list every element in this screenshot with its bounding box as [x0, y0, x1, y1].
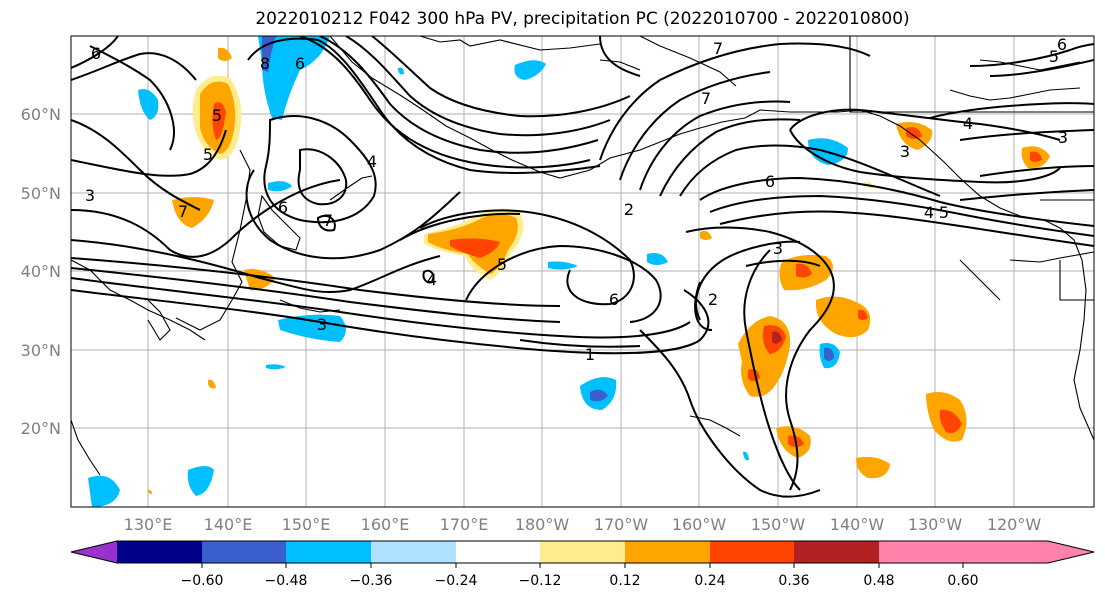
contour-label: 1	[585, 345, 595, 364]
contour-label: 3	[317, 315, 327, 334]
lat-label: 50°N	[21, 184, 61, 203]
contour-label: 4	[924, 203, 934, 222]
contour-labels: 6 8 6 5 7 5 3 6 7 4 7 4 2 3 1 2 6 5 3 7 …	[85, 35, 1068, 364]
colorbar-extend-high	[963, 541, 1094, 563]
contour-label: 5	[497, 255, 507, 274]
contour-label: 6	[278, 198, 288, 217]
lon-label: 130°E	[124, 515, 173, 534]
lon-label: 160°W	[672, 515, 727, 534]
contour-label: 6	[295, 54, 305, 73]
colorbar-segment	[540, 541, 625, 563]
contour-label: 3	[900, 142, 910, 161]
contour-label: 5	[203, 145, 213, 164]
colorbar-segment	[286, 541, 371, 563]
colorbar-tick-label: 0.24	[694, 573, 725, 589]
colorbar-segment	[879, 541, 963, 563]
contour-label: 6	[609, 290, 619, 309]
contour-label: 3	[773, 239, 783, 258]
contour-label: 4	[963, 114, 973, 133]
lon-label: 170°E	[440, 515, 489, 534]
lat-label: 20°N	[21, 419, 61, 438]
colorbar-tick-label: −0.60	[181, 573, 224, 589]
lat-label: 60°N	[21, 105, 61, 124]
lat-label: 30°N	[21, 341, 61, 360]
contour-label: 3	[85, 186, 95, 205]
colorbar-tick-label: −0.48	[265, 573, 308, 589]
lon-label: 150°E	[282, 515, 331, 534]
colorbar-tick-label: 0.48	[863, 573, 894, 589]
colorbar-segment	[625, 541, 710, 563]
contour-label: 7	[713, 39, 723, 58]
contour-label: 4	[367, 152, 377, 171]
contour-label: 5	[1049, 47, 1059, 66]
colorbar-tick-label: 0.60	[947, 573, 978, 589]
contour-label: 6	[91, 44, 101, 63]
map-border	[70, 35, 1095, 508]
lon-labels: 130°E 140°E 150°E 160°E 170°E 180°W 170°…	[124, 515, 1042, 534]
lon-label: 130°W	[908, 515, 963, 534]
colorbar-extend-low	[71, 541, 117, 563]
contour-label: 6	[765, 172, 775, 191]
lat-labels: 60°N 50°N 40°N 30°N 20°N	[21, 105, 61, 438]
colorbar-tick-label: −0.36	[350, 573, 393, 589]
pv-contours	[71, 36, 1094, 498]
lon-label: 140°W	[830, 515, 885, 534]
colorbar-tick-label: 0.36	[778, 573, 809, 589]
lon-label: 140°E	[204, 515, 253, 534]
colorbar-segment	[456, 541, 540, 563]
contour-label: 4	[427, 270, 437, 289]
map-title: 2022010212 F042 300 hPa PV, precipitatio…	[255, 9, 910, 29]
contour-label: 7	[178, 202, 188, 221]
colorbar-tick-label: −0.24	[435, 573, 478, 589]
colorbar-segment	[710, 541, 794, 563]
lon-label: 180°W	[515, 515, 570, 534]
colorbar-tick-label: 0.12	[609, 573, 640, 589]
lon-label: 120°W	[987, 515, 1042, 534]
contour-label: 8	[260, 54, 270, 73]
lon-label: 150°W	[751, 515, 806, 534]
colorbar-segment	[794, 541, 879, 563]
contour-label: 7	[701, 89, 711, 108]
lat-label: 40°N	[21, 262, 61, 281]
contour-label: 7	[323, 211, 333, 230]
contour-label: 2	[708, 290, 718, 309]
colorbar-segment	[371, 541, 456, 563]
colorbar-outline	[70, 540, 1095, 564]
colorbar-segment	[202, 541, 286, 563]
contour-label: 3	[1058, 128, 1068, 147]
lon-label: 170°W	[594, 515, 649, 534]
lon-label: 160°E	[361, 515, 410, 534]
colorbar-tick-label: −0.12	[519, 573, 562, 589]
colorbar-segment	[117, 541, 202, 563]
colorbar: −0.60 −0.48 −0.36 −0.24 −0.12 0.12 0.24 …	[70, 540, 1095, 589]
precip-shading	[88, 36, 1050, 507]
contour-label: 5	[212, 106, 222, 125]
contour-label: 2	[624, 200, 634, 219]
contour-label: 6	[1057, 35, 1067, 54]
contour-label: 5	[939, 203, 949, 222]
